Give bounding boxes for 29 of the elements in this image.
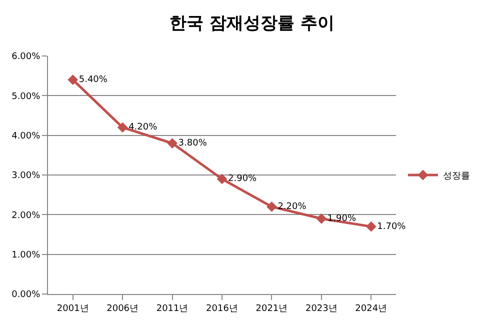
y-tick-label: 4.00% [12,131,41,142]
data-label: 5.40% [78,75,108,86]
legend-label: 성장률 [442,172,470,182]
point [167,138,178,148]
y-tick-label: 6.00% [12,52,41,62]
x-tick-label: 2021년 [256,304,288,314]
chart-title: 한국 잠재성장률 추이 [170,14,334,34]
point [316,213,327,224]
data-label: 4.20% [128,122,158,133]
x-tick-label: 2001년 [56,304,89,314]
y-tick-label: 2.00% [12,210,41,221]
y-tick-label: 1.00% [12,250,41,260]
point [68,74,78,85]
point [266,202,277,212]
point [117,122,128,133]
x-tick-label: 2016년 [206,304,238,314]
x-tick-label: 2023년 [305,304,338,314]
data-label: 1.70% [377,222,406,232]
y-tick-label: 3.00% [12,171,41,182]
x-tick-label: 2006년 [106,304,139,314]
x-tick-label: 2011년 [156,304,188,314]
y-tick-label: 0.00% [12,290,41,300]
data-label: 2.20% [278,202,307,212]
x-tick-label: 2024년 [355,304,388,314]
data-label: 2.90% [228,174,258,184]
y-tick-label: 5.00% [12,92,41,102]
point [366,221,376,232]
data-label: 3.80% [178,138,208,149]
point [216,174,228,184]
